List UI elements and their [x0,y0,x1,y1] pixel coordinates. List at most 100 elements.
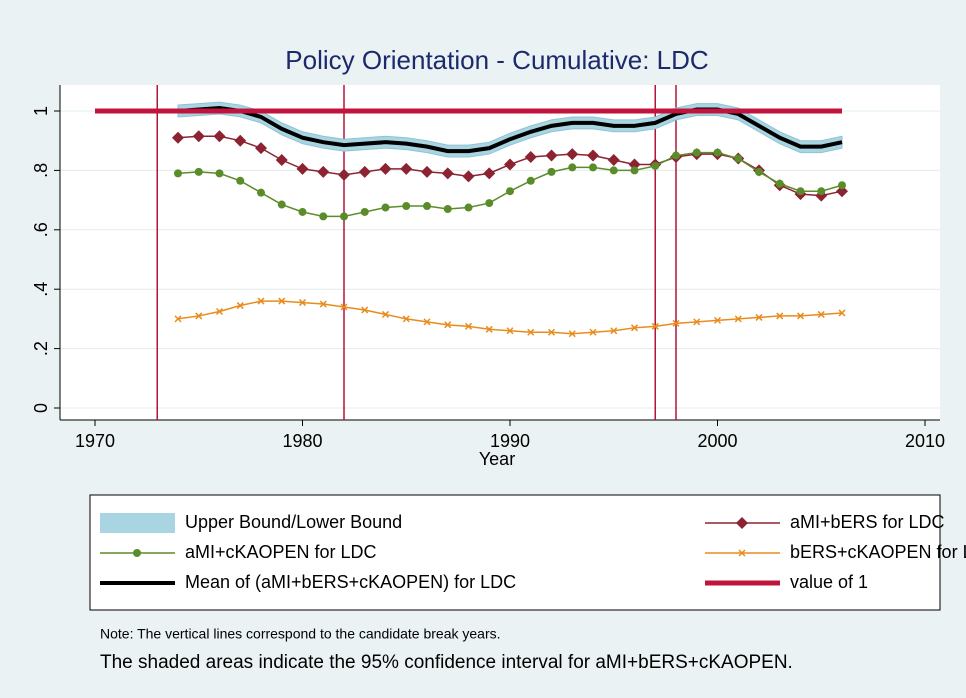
marker [298,299,307,307]
marker [483,167,496,180]
marker [462,170,475,183]
chart-title: Policy Orientation - Cumulative: LDC [285,45,708,75]
marker [423,318,431,326]
y-tick-label: .4 [31,282,51,297]
marker [215,169,224,178]
marker [381,310,390,318]
marker [340,212,348,221]
marker [444,321,452,329]
marker [319,212,328,221]
marker [213,130,226,143]
marker [607,154,620,167]
note: Note: The vertical lines correspond to t… [100,626,501,642]
marker [174,315,182,323]
marker [236,302,244,310]
marker [628,158,641,171]
marker [319,300,327,308]
marker [651,322,659,330]
marker [358,165,371,178]
marker [423,202,431,211]
y-tick-label: 0 [31,403,51,413]
marker [838,181,846,190]
marker [692,148,701,157]
x-tick-label: 1970 [75,431,115,451]
marker [174,169,182,178]
marker [838,309,846,317]
marker [504,158,516,171]
marker [278,297,286,305]
marker [400,162,413,175]
marker [361,306,369,314]
legend-label: value of 1 [790,572,868,592]
legend-label: aMI+cKAOPEN for LDC [185,542,377,562]
marker [713,148,722,157]
marker [172,131,184,144]
y-tick-label: .6 [31,222,51,237]
marker [693,318,701,326]
marker [192,130,205,143]
marker [215,307,224,316]
marker [587,149,599,162]
marker [713,316,722,324]
marker [547,328,556,336]
marker [441,167,454,180]
marker [194,167,203,176]
marker [236,176,245,185]
marker [506,327,514,335]
marker [296,162,309,175]
legend-box [89,494,941,611]
marker [672,319,680,327]
marker [257,297,265,305]
marker [506,187,514,196]
marker [195,312,203,320]
marker [298,207,307,216]
x-tick-label: 1980 [282,431,322,451]
marker [360,207,369,216]
marker [568,330,576,338]
marker [796,187,805,196]
plot-region [60,85,940,420]
marker [610,327,618,335]
marker [630,324,639,332]
x-tick-label: 1990 [490,431,530,451]
marker [651,161,660,170]
marker [381,203,390,212]
marker [734,315,742,323]
marker [526,176,535,185]
marker [234,134,247,147]
marker [443,205,452,214]
y-tick-label: .8 [31,163,51,178]
marker [589,163,597,172]
marker [589,328,597,336]
legend-label: aMI+bERS for LDC [790,512,945,532]
marker [547,167,556,176]
marker [464,322,473,330]
marker [527,328,535,336]
marker [317,165,330,178]
x-axis-label: Year [479,449,515,469]
marker [734,154,743,163]
marker [755,313,763,321]
marker [672,151,680,160]
marker [755,167,763,176]
marker [524,151,537,164]
y-tick-label: 1 [31,106,51,116]
marker [402,202,411,211]
marker [402,315,410,323]
marker [275,154,288,167]
marker [545,149,558,162]
marker [133,549,141,557]
marker [255,142,267,155]
marker [796,312,805,320]
marker [485,199,494,208]
legend-label: bERS+cKAOPEN for LDC [790,542,966,562]
marker [379,162,392,175]
marker [464,203,473,212]
marker [775,179,784,188]
marker [421,165,433,178]
legend-label: Mean of (aMI+bERS+cKAOPEN) for LDC [185,572,516,592]
marker [485,325,493,333]
marker [609,166,618,175]
